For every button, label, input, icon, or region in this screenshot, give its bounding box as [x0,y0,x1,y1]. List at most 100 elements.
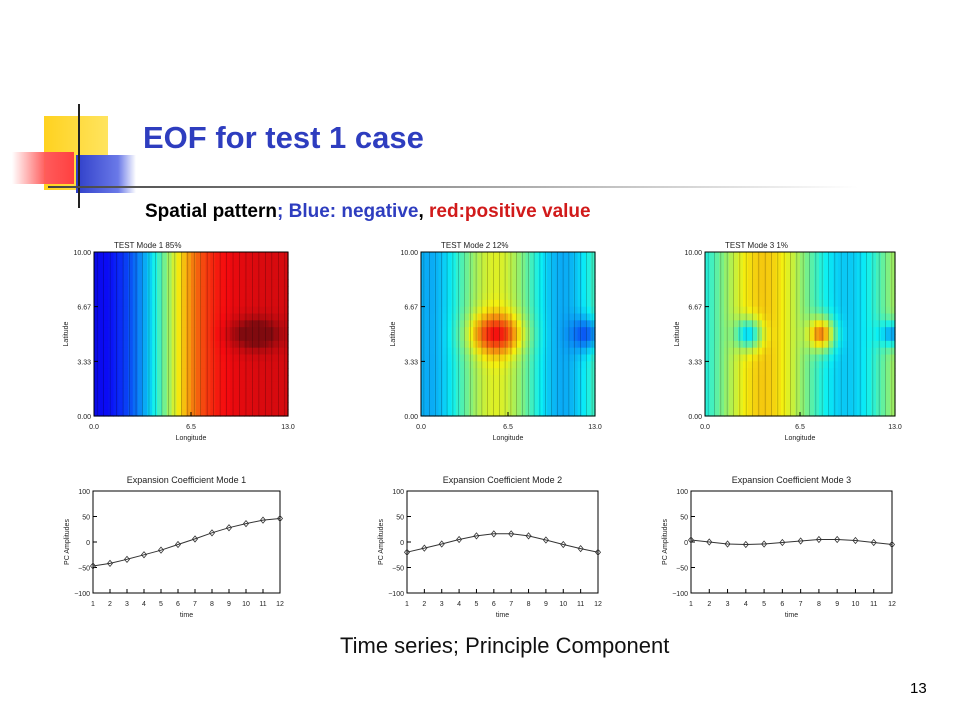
heatmap-cell [171,306,178,315]
heatmap-cell [464,313,470,321]
heatmap-cell [842,402,849,410]
heatmap-cell [790,388,796,397]
heatmap-cell [171,395,178,403]
heatmap-cell [861,279,868,287]
heatmap-cell [171,286,178,294]
heatmap-cell [438,286,444,294]
heatmap-cell [516,265,522,274]
heatmap-cell [871,320,877,328]
heatmap-cell [263,368,270,376]
heatmap-cell [547,265,553,274]
heatmap-cell [876,258,882,267]
heatmap-cell [771,293,777,301]
heatmap-cell [249,258,255,267]
heatmap-cell [118,286,124,294]
heatmap-cell [258,272,265,280]
heatmap-cell [551,402,557,410]
heatmap-cell [838,320,844,328]
heatmap-cell [486,286,492,294]
data-point [225,524,233,532]
heatmap-cell [885,286,891,294]
x-tick-label: 9 [227,601,231,608]
heatmap-cell [516,252,522,260]
heatmap-cell [555,368,561,376]
heatmap-cell [142,340,148,349]
heatmap-cell [161,279,168,287]
heatmap-cell [752,252,758,260]
heatmap-cell [268,347,275,356]
heatmap-cell [429,293,435,301]
heatmap-cell [258,361,265,369]
heatmap-cell [776,354,782,362]
heatmap-cell [186,252,192,260]
heatmap-cell [814,354,820,362]
heatmap-cell [166,272,173,280]
heatmap-cell [738,395,744,403]
heatmap-cell [490,395,496,403]
heatmap-cell [814,340,820,349]
heatmap-cell [560,272,566,280]
heatmap-cell [157,334,163,342]
heatmap-cell [494,361,500,369]
heatmap-cell [871,334,877,342]
heatmap-cell [98,361,105,369]
heatmap-cell [785,381,792,390]
heatmap-cell [564,252,570,260]
y-tick-label: 100 [676,489,688,496]
heatmap-cell [273,313,279,321]
heatmap-cell [278,265,284,274]
heatmap-cell [490,402,496,410]
heatmap-cell [215,395,221,403]
heatmap-cell [847,327,853,335]
heatmap-cell [714,258,720,267]
heatmap-cell [224,293,231,301]
heatmap-cell [166,279,173,287]
heatmap-cell [757,375,763,383]
heatmap-cell [451,313,457,321]
heatmap-cell [525,354,531,362]
heatmap-cell [477,258,483,267]
heatmap-cell [828,388,834,397]
y-tick-label: 3.33 [404,359,418,366]
heatmap-cell [157,258,163,267]
heatmap-cell [451,375,457,383]
heatmap-cell [766,340,773,349]
heatmap-cell [200,293,207,301]
heatmap-cell [586,368,592,376]
heatmap-cell [809,395,815,403]
heatmap-cell [123,252,129,260]
heatmap-cell [123,299,129,308]
heatmap-cell [486,381,492,390]
heatmap-cell [132,279,139,287]
heatmap-cell [103,340,110,349]
heatmap-cell [200,313,207,321]
heatmap-cell [814,252,820,260]
heatmap-cell [743,299,749,308]
heatmap-cell [529,258,535,267]
heatmap-cell [747,375,754,383]
heatmap-cell [166,361,173,369]
heatmap-cell [258,293,265,301]
heatmap-cell [842,354,849,362]
heatmap-cell [486,347,492,356]
heatmap-cell [254,306,260,315]
heatmap-cell [790,347,796,356]
heatmap-cell [108,395,114,403]
heatmap-cell [98,347,105,356]
heatmap-cell [215,306,221,315]
heatmap-cell [876,368,882,376]
heatmap-cell [586,375,592,383]
heatmap-cell [586,258,592,267]
heatmap-cell [176,327,182,335]
heatmap-cell [191,286,197,294]
heatmap-cell [283,286,289,294]
heatmap-cell [181,347,187,356]
heatmap-cell [842,320,849,328]
heatmap-cell [103,388,110,397]
heatmap-cell [142,293,148,301]
heatmap-cell [823,381,830,390]
heatmap-cell [743,258,749,267]
heatmap-cell [123,361,129,369]
heatmap-cell [283,381,289,390]
heatmap-cell [447,395,453,403]
